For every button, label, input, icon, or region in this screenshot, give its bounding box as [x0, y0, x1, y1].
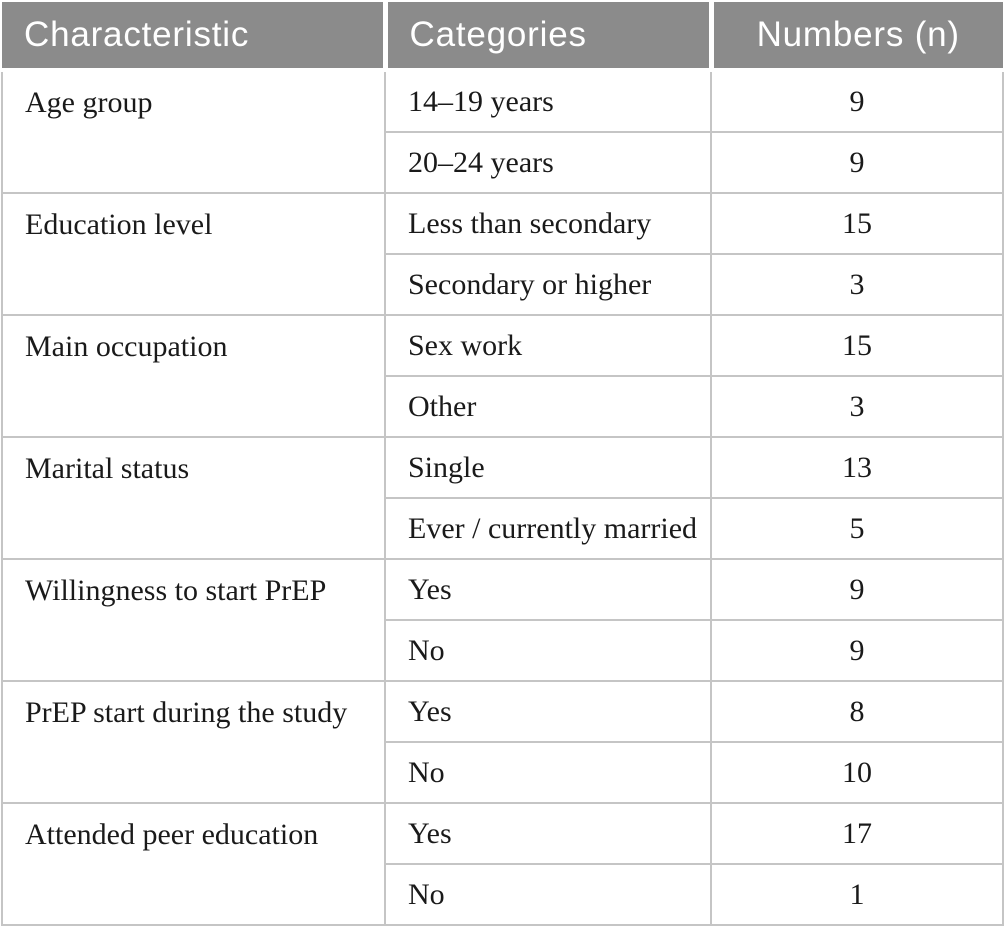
category-cell: Sex work: [385, 315, 712, 377]
column-header-numbers: Numbers (n): [711, 2, 1003, 72]
numbers-cell: 5: [711, 498, 1004, 560]
numbers-cell: 1: [711, 864, 1004, 926]
numbers-cell: 8: [711, 681, 1004, 743]
characteristic-cell: Attended peer education: [1, 803, 386, 926]
table-row: 20–24 years 9: [2, 132, 1004, 194]
numbers-cell: 13: [711, 437, 1004, 499]
category-cell: No: [385, 620, 712, 682]
category-cell: Single: [385, 437, 712, 499]
participant-characteristics-table: Characteristic Categories Numbers (n) Ag…: [1, 2, 1004, 926]
category-cell: Ever / currently married: [385, 498, 712, 560]
table-row: Secondary or higher 3: [2, 254, 1004, 316]
table-header: Characteristic Categories Numbers (n): [2, 2, 1003, 72]
table-row: Marital status Single 13: [1, 437, 1004, 560]
numbers-cell: 17: [711, 803, 1004, 865]
characteristic-cell: Willingness to start PrEP: [1, 559, 386, 682]
table-row: No 1: [2, 864, 1004, 926]
numbers-cell: 15: [711, 193, 1004, 255]
category-cell: Secondary or higher: [385, 254, 712, 316]
characteristic-cell: Marital status: [1, 437, 386, 560]
category-cell: No: [385, 864, 712, 926]
category-cell: Yes: [385, 559, 712, 621]
characteristic-cell: Education level: [1, 193, 386, 316]
table-row: Age group 14–19 years 9: [1, 70, 1004, 194]
table-row: Education level Less than secondary 15: [1, 193, 1004, 316]
category-cell: Other: [385, 376, 712, 438]
category-cell: Less than secondary: [385, 193, 712, 255]
table-body: Age group 14–19 years 9 20–24 years 9 Ed…: [1, 70, 1004, 926]
numbers-cell: 9: [711, 70, 1004, 133]
numbers-cell: 3: [711, 376, 1004, 438]
category-cell: Yes: [385, 803, 712, 865]
numbers-cell: 3: [711, 254, 1004, 316]
table-row: Main occupation Sex work 15: [1, 315, 1004, 438]
table-row: PrEP start during the study Yes 8: [1, 681, 1004, 804]
table-row: Ever / currently married 5: [2, 498, 1004, 560]
column-header-categories: Categories: [385, 2, 714, 72]
category-cell: 14–19 years: [385, 70, 712, 133]
column-header-characteristic: Characteristic: [2, 2, 388, 72]
table-row: Willingness to start PrEP Yes 9: [1, 559, 1004, 682]
category-cell: No: [385, 742, 712, 804]
table-row: Attended peer education Yes 17: [1, 803, 1004, 926]
characteristic-cell: Main occupation: [1, 315, 386, 438]
header-row: Characteristic Categories Numbers (n): [2, 2, 1003, 72]
table-row: Other 3: [2, 376, 1004, 438]
table-row: No 10: [2, 742, 1004, 804]
category-cell: Yes: [385, 681, 712, 743]
numbers-cell: 9: [711, 620, 1004, 682]
numbers-cell: 15: [711, 315, 1004, 377]
characteristic-cell: PrEP start during the study: [1, 681, 386, 804]
category-cell: 20–24 years: [385, 132, 712, 194]
numbers-cell: 10: [711, 742, 1004, 804]
table-row: No 9: [2, 620, 1004, 682]
characteristic-cell: Age group: [1, 70, 386, 194]
numbers-cell: 9: [711, 559, 1004, 621]
numbers-cell: 9: [711, 132, 1004, 194]
